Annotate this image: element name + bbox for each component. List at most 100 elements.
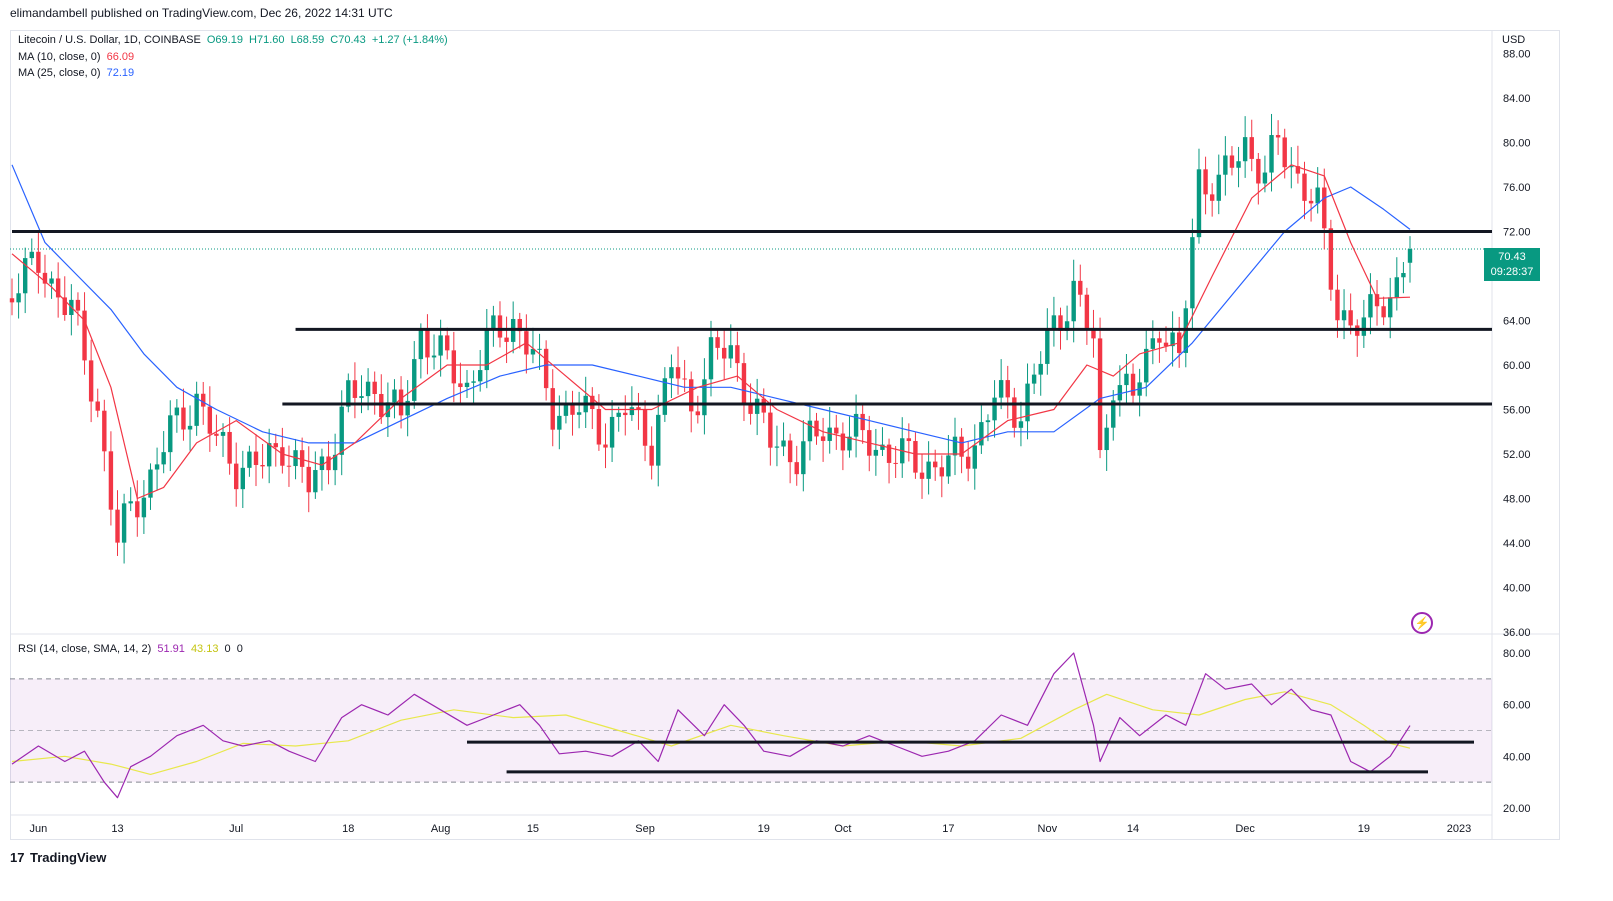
candle-body xyxy=(1242,137,1248,162)
ma25-value: 72.19 xyxy=(106,67,135,79)
time-tick-label: 13 xyxy=(111,823,123,835)
ma25-line xyxy=(11,164,1411,444)
candle-body xyxy=(141,497,147,518)
candle-body xyxy=(1005,380,1010,398)
candle-body xyxy=(1256,158,1261,184)
candle-body xyxy=(689,379,694,412)
bar-countdown: 09:28:37 xyxy=(1490,266,1534,278)
candle-body xyxy=(1203,169,1208,195)
candle-body xyxy=(352,380,358,398)
candle-body xyxy=(590,395,595,410)
ma10-legend: MA (10, close, 0) 66.09 xyxy=(18,51,137,63)
candle-body xyxy=(893,462,898,464)
candle-body xyxy=(768,412,773,448)
publisher-line: elimandambell published on TradingView.c… xyxy=(10,6,393,20)
candle-body xyxy=(530,348,536,355)
candle-body xyxy=(29,251,34,259)
candle-body xyxy=(431,355,437,358)
candle-body xyxy=(1262,172,1268,184)
candle-body xyxy=(95,401,100,411)
candle-body xyxy=(148,469,153,498)
rsi-sma-value: 43.13 xyxy=(190,643,219,655)
candle-body xyxy=(280,447,285,466)
rsi-sma-line xyxy=(11,691,1411,775)
ma25-legend: MA (25, close, 0) 72.19 xyxy=(18,67,137,79)
candle-body xyxy=(550,388,555,430)
candle-body xyxy=(1091,327,1096,339)
tv-logo-icon: 17 xyxy=(10,850,25,865)
candle-body xyxy=(1111,400,1116,428)
candle-body xyxy=(240,467,246,490)
lightning-icon[interactable]: ⚡ xyxy=(1411,612,1433,634)
candle-body xyxy=(642,409,648,446)
candle-body xyxy=(1295,166,1301,174)
candle-body xyxy=(794,462,799,475)
candle-body xyxy=(926,461,931,479)
candle-body xyxy=(194,393,199,426)
candle-body xyxy=(623,412,628,416)
time-tick-label: 2023 xyxy=(1447,823,1471,835)
candle-body xyxy=(557,415,562,430)
candle-body xyxy=(458,383,463,388)
candle-body xyxy=(1196,169,1202,238)
candle-body xyxy=(702,379,707,416)
candle-body xyxy=(979,422,984,446)
candle-body xyxy=(840,433,846,451)
candle-body xyxy=(1236,161,1241,168)
candle-body xyxy=(873,449,879,456)
ma10-label: MA (10, close, 0) xyxy=(18,51,101,63)
candle-body xyxy=(477,370,483,382)
candle-body xyxy=(115,509,120,543)
candle-body xyxy=(965,456,971,469)
candle-body xyxy=(346,380,351,407)
candle-body xyxy=(603,444,608,448)
candle-body xyxy=(214,433,219,436)
candle-body xyxy=(1269,135,1274,173)
candle-body xyxy=(629,407,635,416)
candle-body xyxy=(807,420,813,442)
candle-body xyxy=(1084,294,1090,328)
time-tick-label: 17 xyxy=(942,823,954,835)
candle-body xyxy=(88,360,94,402)
candle-body xyxy=(319,456,325,471)
candle-body xyxy=(1308,200,1314,204)
price-tick-label: 80.00 xyxy=(1503,138,1531,150)
candle-body xyxy=(662,378,668,415)
currency-label: USD xyxy=(1502,34,1526,46)
candle-body xyxy=(1335,289,1340,321)
time-tick-label: 18 xyxy=(342,823,354,835)
candle-body xyxy=(919,472,925,479)
rsi-tick-label: 20.00 xyxy=(1503,803,1531,815)
candle-body xyxy=(972,445,977,469)
candle-body xyxy=(1012,397,1017,428)
price-tick-label: 44.00 xyxy=(1503,538,1531,550)
candle-body xyxy=(1407,248,1413,263)
candle-body xyxy=(491,315,496,329)
time-tick-label: 15 xyxy=(527,823,539,835)
candle-body xyxy=(108,451,114,510)
candle-body xyxy=(82,310,87,361)
candle-body xyxy=(708,337,714,380)
candle-body xyxy=(128,501,133,504)
candle-body xyxy=(42,272,48,284)
candle-body xyxy=(55,278,61,298)
candle-body xyxy=(286,465,292,467)
candle-body xyxy=(1018,421,1024,428)
time-tick-label: Oct xyxy=(834,823,851,835)
candle-body xyxy=(939,467,945,477)
candle-body xyxy=(1341,310,1347,321)
candle-body xyxy=(168,415,173,453)
symbol-name: Litecoin / U.S. Dollar, 1D, COINBASE xyxy=(18,34,201,46)
candle-body xyxy=(1302,173,1307,201)
ma10-line xyxy=(11,164,1411,500)
candle-body xyxy=(1097,338,1103,451)
candle-body xyxy=(675,367,681,379)
candle-body xyxy=(1289,166,1294,168)
candle-body xyxy=(952,436,958,456)
price-tick-label: 56.00 xyxy=(1503,405,1531,417)
candle-body xyxy=(1104,427,1109,451)
candle-body xyxy=(1130,373,1136,396)
candle-body xyxy=(801,441,806,475)
candle-body xyxy=(1190,237,1195,309)
